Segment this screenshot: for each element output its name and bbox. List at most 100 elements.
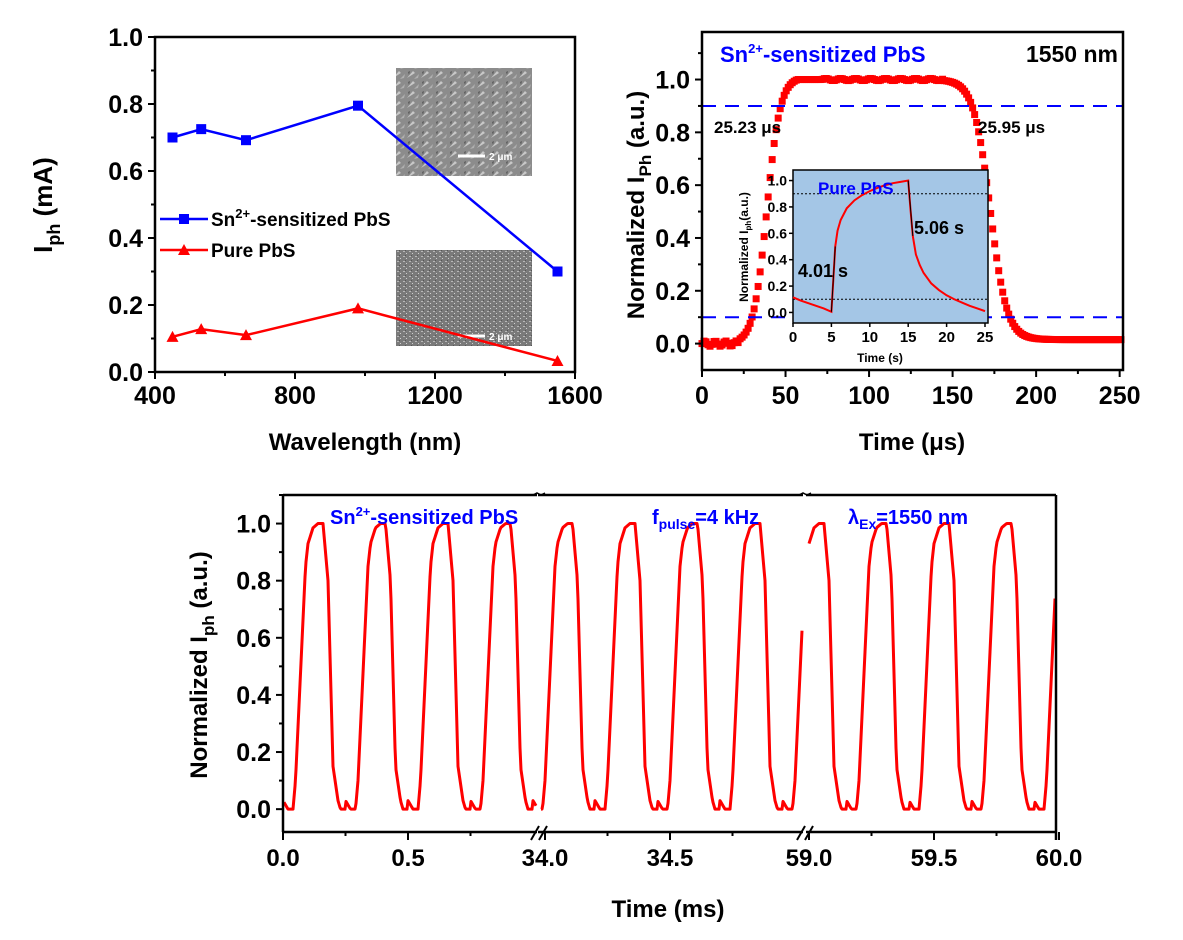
data-point-triangle bbox=[195, 323, 208, 335]
data-point bbox=[969, 104, 977, 112]
legend-marker-triangle bbox=[178, 244, 190, 255]
data-point bbox=[752, 295, 760, 303]
inset-y-tick-label: 0.0 bbox=[768, 304, 788, 320]
data-point bbox=[774, 114, 782, 122]
data-point bbox=[760, 233, 768, 241]
axis-break-mark bbox=[538, 825, 548, 841]
inset-reference-lines bbox=[793, 193, 988, 300]
y-tick-label: 1.0 bbox=[236, 511, 271, 539]
data-point bbox=[750, 305, 758, 313]
y-tick-label: 0.8 bbox=[108, 91, 143, 119]
y-tick-label: 0.8 bbox=[655, 119, 690, 147]
inset-frame bbox=[792, 169, 989, 324]
legend-marker-square bbox=[179, 214, 189, 224]
data-point-triangle bbox=[240, 329, 252, 341]
y-tick-label: 0.2 bbox=[108, 292, 143, 320]
x-tick-label: 34.0 bbox=[522, 845, 569, 872]
inset-y-tick-label: 0.2 bbox=[768, 278, 788, 294]
data-point bbox=[746, 319, 754, 327]
inset-rise-fit bbox=[830, 246, 836, 312]
data-point bbox=[1001, 297, 1009, 305]
inset-x-tick-label: 5 bbox=[827, 329, 835, 346]
data-point bbox=[987, 209, 995, 217]
transient-chart: 0 5 10 15 20 25 0.0 0.2 0.4 0.6 0.8 1.0 Pure PbS 4.… bbox=[623, 30, 1141, 456]
data-point-square bbox=[353, 100, 363, 111]
legend-label-pure: Pure PbS bbox=[211, 241, 295, 262]
sample-label: Sn2+-sensitized PbS bbox=[720, 41, 926, 67]
data-point bbox=[991, 240, 999, 248]
axis-ticks: 400 800 1200 1600 0.0 0.2 0.4 0.6 0.8 1.0 bbox=[108, 24, 603, 410]
series-group bbox=[698, 74, 1125, 350]
x-axis-label: Time (μs) bbox=[859, 429, 965, 456]
data-point bbox=[744, 324, 752, 332]
y-tick-label: 0.0 bbox=[655, 331, 690, 359]
y-tick-label: 0.6 bbox=[655, 172, 690, 200]
inset-y-tick-label: 0.6 bbox=[768, 225, 788, 241]
data-point-square bbox=[241, 135, 251, 146]
axis-break-mark bbox=[532, 492, 546, 496]
data-point bbox=[734, 339, 742, 347]
data-point bbox=[756, 268, 764, 276]
pulse-chart: 0.0 0.5 34.0 34.5 59.0 59.5 60.0 0.0 0.2 0.4 0.6 0.… bbox=[186, 492, 1083, 923]
data-point bbox=[967, 98, 975, 106]
y-axis-label: Iph (mA) bbox=[28, 157, 64, 253]
data-point bbox=[780, 91, 788, 99]
x-tick-label: 34.5 bbox=[647, 845, 694, 872]
inset-y-axis-label: Normalized Iph(a.u.) bbox=[737, 192, 753, 302]
y-axis-label: Normalized Iph (a.u.) bbox=[186, 551, 218, 778]
x-tick-label: 60.0 bbox=[1036, 845, 1083, 872]
legend-label-sensitized: Sn2+-sensitized PbS bbox=[211, 206, 391, 231]
wavelength-label: λEx=1550 nm bbox=[848, 507, 968, 532]
data-point bbox=[1005, 310, 1013, 318]
data-point bbox=[993, 254, 1001, 262]
y-tick-label: 0.4 bbox=[236, 682, 271, 710]
data-point bbox=[742, 328, 750, 336]
inset-curve bbox=[792, 179, 986, 314]
data-point bbox=[1003, 304, 1011, 312]
y-tick-label: 1.0 bbox=[655, 67, 690, 95]
data-point bbox=[999, 288, 1007, 296]
inset-label: Pure PbS bbox=[818, 179, 894, 198]
x-tick-label: 250 bbox=[1099, 382, 1141, 410]
data-point bbox=[995, 267, 1003, 275]
data-point-triangle bbox=[166, 330, 179, 342]
scale-bar-label: 2 μm bbox=[489, 332, 512, 343]
x-tick-label: 50 bbox=[772, 382, 800, 410]
sem-image-pure bbox=[396, 250, 532, 346]
y-tick-label: 0.8 bbox=[236, 568, 271, 596]
y-tick-label: 1.0 bbox=[108, 24, 143, 52]
sem-image-sensitized bbox=[396, 68, 532, 176]
x-tick-label: 0.0 bbox=[266, 845, 299, 872]
series-group bbox=[166, 100, 564, 366]
inset-x-tick-label: 10 bbox=[861, 329, 878, 346]
data-point bbox=[971, 111, 979, 119]
inset-rise-time: 4.01 s bbox=[798, 261, 848, 281]
legend: Sn2+-sensitized PbS Pure PbS bbox=[160, 206, 391, 262]
x-tick-label: 0.5 bbox=[391, 845, 424, 872]
x-tick-label: 150 bbox=[932, 382, 974, 410]
data-point bbox=[754, 282, 762, 290]
data-point-square bbox=[167, 132, 178, 143]
axis-break-mark bbox=[798, 492, 812, 496]
axis-ticks: 0.0 0.5 34.0 34.5 59.0 59.5 60.0 0.0 0.2 0.4 0.6 0.… bbox=[236, 494, 1083, 872]
data-point bbox=[768, 156, 776, 164]
x-tick-label: 100 bbox=[848, 382, 890, 410]
plot-frame bbox=[700, 30, 1125, 372]
x-tick-label: 200 bbox=[1015, 382, 1057, 410]
inset-y-tick-label: 1.0 bbox=[768, 173, 788, 189]
y-tick-label: 0.2 bbox=[236, 739, 271, 767]
data-point bbox=[989, 225, 997, 233]
pulse-train-segment bbox=[807, 522, 1057, 811]
data-point-triangle bbox=[551, 354, 564, 366]
data-point bbox=[1007, 315, 1015, 323]
x-tick-label: 1600 bbox=[547, 382, 603, 410]
inset-fall-time: 5.06 s bbox=[914, 218, 964, 238]
scale-bar-label: 2 μm bbox=[489, 152, 512, 163]
inset-x-tick-label: 20 bbox=[938, 329, 955, 346]
data-point bbox=[764, 193, 772, 201]
plot-frame bbox=[281, 492, 1058, 841]
axis-break-mark bbox=[796, 825, 806, 841]
pulse-train-segment bbox=[540, 522, 804, 811]
inset-fall-fit bbox=[907, 180, 914, 236]
